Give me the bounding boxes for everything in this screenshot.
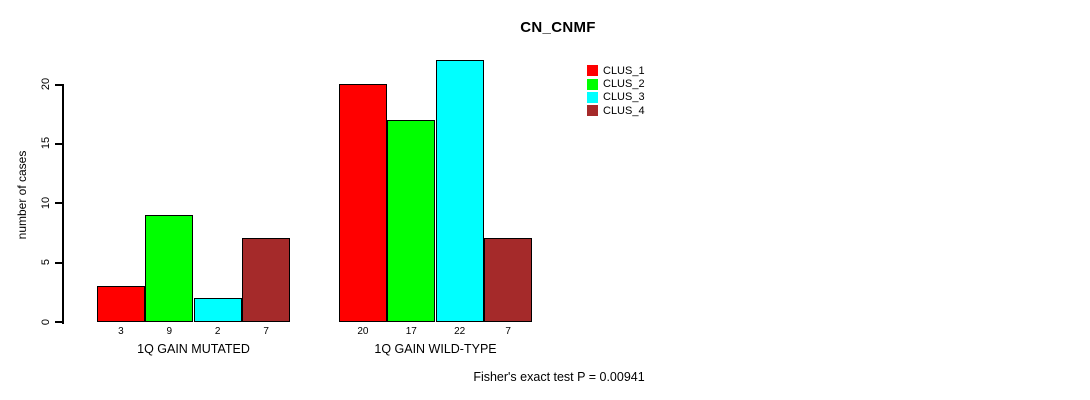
y-tick [55,142,62,145]
bar-value-label: 3 [118,326,124,337]
bar-value-label: 9 [166,326,173,337]
x-category-label: 1Q GAIN WILD-TYPE [374,342,497,356]
fisher-test-annotation: Fisher's exact test P = 0.00941 [473,370,645,384]
y-tick-label: 15 [40,137,52,150]
bar-value-label: 22 [454,326,466,337]
legend-swatch-icon [587,65,598,77]
legend-label: CLUS_2 [603,78,645,91]
chart-title: CN_CNMF [520,19,596,36]
bar-clus_1-group1 [96,285,146,322]
y-tick [55,261,62,264]
legend-item: CLUS_1 [587,64,645,77]
legend-item: CLUS_3 [587,91,645,104]
legend-item: CLUS_2 [587,77,645,90]
bar-value-label: 20 [357,326,369,337]
legend-swatch-icon [587,91,598,103]
bar-clus_3-group2 [435,60,484,322]
bar-clus_3-group1 [193,297,242,322]
y-tick-label: 10 [40,196,52,209]
legend-swatch-icon [587,78,598,90]
x-category-label: 1Q GAIN MUTATED [137,342,250,356]
y-tick-label: 0 [40,318,52,325]
bar-value-label: 2 [214,326,221,337]
bar-clus_2-group2 [387,119,436,322]
y-tick-label: 20 [40,77,52,91]
y-axis-line [62,84,64,324]
y-tick-label: 5 [40,259,52,266]
legend-item: CLUS_4 [587,104,645,117]
legend-swatch-icon [587,105,598,117]
bar-value-label: 17 [405,326,417,337]
y-tick [55,83,62,86]
bar-clus_4-group2 [483,238,533,322]
y-tick [55,321,62,323]
y-axis-label: number of cases [15,150,29,240]
bar-clus_4-group1 [241,238,291,322]
bar-clus_2-group1 [145,214,194,322]
bar-clus_1-group2 [338,84,388,322]
legend-label: CLUS_1 [603,64,645,77]
bar-value-label: 7 [505,326,511,337]
legend: CLUS_1 CLUS_2 CLUS_3 CLUS_4 [587,64,645,118]
bar-value-label: 7 [263,326,269,337]
legend-label: CLUS_4 [603,104,645,117]
y-tick [55,202,62,205]
legend-label: CLUS_3 [603,91,645,104]
